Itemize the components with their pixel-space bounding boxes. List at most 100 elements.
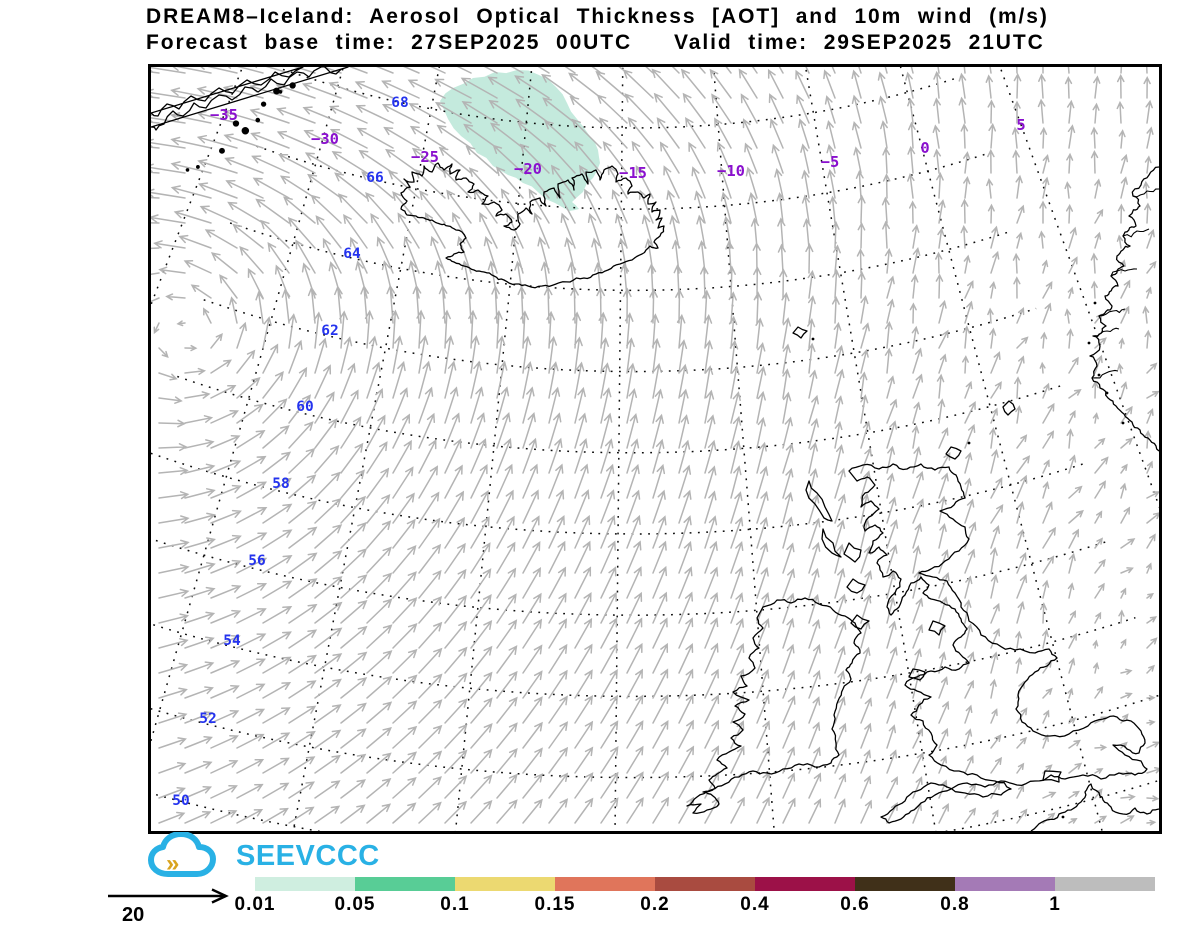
latitude-label: 68 bbox=[391, 95, 408, 111]
parallel-line bbox=[151, 538, 1111, 616]
colorbar-segment bbox=[655, 877, 755, 891]
colorbar-segment bbox=[955, 877, 1055, 891]
coastline bbox=[1122, 228, 1150, 238]
wind-arrow-field bbox=[151, 67, 1159, 826]
latitude-label: 64 bbox=[343, 246, 361, 262]
islet bbox=[273, 87, 281, 95]
coastline bbox=[821, 528, 842, 558]
latitude-label: 60 bbox=[296, 399, 313, 415]
longitude-label: −15 bbox=[619, 164, 647, 182]
coastline bbox=[843, 542, 862, 563]
longitude-label: −20 bbox=[514, 160, 542, 178]
wind-reference-value: 20 bbox=[122, 904, 145, 926]
longitude-label: 5 bbox=[1016, 116, 1025, 134]
colorbar-tick-label: 0.1 bbox=[440, 894, 470, 915]
colorbar-tick-label: 0.4 bbox=[740, 894, 770, 915]
meridian-line bbox=[899, 67, 1103, 831]
colorbar-segment bbox=[355, 877, 455, 891]
longitude-label: −35 bbox=[210, 106, 238, 124]
cloud-icon: » bbox=[148, 832, 216, 877]
latitude-label: 50 bbox=[172, 793, 189, 809]
longitude-label: −25 bbox=[411, 148, 439, 166]
meridian-line bbox=[999, 67, 1159, 509]
logo-text: SEEVCCC bbox=[236, 839, 380, 872]
islet bbox=[289, 82, 296, 89]
colorbar-segment bbox=[555, 877, 655, 891]
coastline bbox=[1091, 369, 1119, 379]
islet bbox=[241, 127, 250, 135]
coastline-layer bbox=[151, 67, 1159, 831]
coastline bbox=[1089, 166, 1159, 452]
colorbar-segment bbox=[855, 877, 955, 891]
islet bbox=[1097, 373, 1101, 377]
islet bbox=[196, 165, 200, 169]
islet bbox=[1121, 421, 1125, 425]
graticule-layer bbox=[151, 67, 1159, 831]
coastline bbox=[928, 620, 946, 636]
colorbar-tick-label: 0.2 bbox=[640, 894, 670, 915]
seevccc-logo: » SEEVCCC bbox=[146, 832, 380, 880]
islet bbox=[1061, 815, 1065, 819]
latitude-label: 66 bbox=[366, 170, 383, 186]
parallel-line bbox=[151, 694, 1159, 779]
wind-reference-arrow-icon bbox=[108, 888, 229, 904]
latitude-label: 54 bbox=[223, 633, 241, 649]
latitude-label: 56 bbox=[248, 553, 265, 569]
latitude-label: 52 bbox=[199, 711, 216, 727]
islet bbox=[185, 168, 190, 172]
parallel-line bbox=[151, 616, 1136, 698]
coastline bbox=[792, 326, 808, 339]
coastline bbox=[805, 480, 833, 522]
coastline bbox=[1132, 188, 1159, 198]
forecast-base-time: Forecast base time: 27SEP2025 00UTC bbox=[146, 31, 633, 54]
coastline bbox=[1002, 400, 1016, 416]
weather-map-svg: −35 −30 −25 −20 −15 −10 −5 0 5 68 66 64 62 60 58 56 54 52… bbox=[151, 67, 1159, 831]
chart-subtitle: Forecast base time: 27SEP2025 00UTC Valid… bbox=[146, 30, 1191, 56]
coordinate-labels-layer: −35 −30 −25 −20 −15 −10 −5 0 5 68 66 64 62 60 58 56 54 52… bbox=[172, 95, 1025, 809]
aot-contour-region bbox=[440, 70, 600, 211]
coastline bbox=[400, 162, 665, 289]
wind-arrows-layer bbox=[151, 67, 1159, 826]
coastline bbox=[850, 614, 870, 630]
longitude-label: −5 bbox=[821, 153, 840, 171]
wind-reference-arrow: 20 bbox=[100, 882, 260, 928]
coastline bbox=[1030, 783, 1159, 831]
coastline bbox=[846, 578, 866, 594]
aot-colorbar bbox=[255, 877, 1155, 891]
parallel-line bbox=[203, 299, 1037, 373]
meridian-line bbox=[292, 67, 441, 831]
coastline bbox=[1110, 268, 1138, 277]
longitude-label: 0 bbox=[920, 139, 929, 157]
parallel-line bbox=[151, 452, 1086, 535]
aot-layer bbox=[440, 70, 600, 211]
coastline bbox=[1092, 327, 1120, 337]
islet bbox=[232, 120, 240, 127]
islet bbox=[1087, 341, 1091, 345]
colorbar-tick-label: 0.15 bbox=[534, 894, 576, 915]
longitude-label: −10 bbox=[717, 162, 745, 180]
longitude-label: −30 bbox=[311, 130, 339, 148]
coastline bbox=[1042, 770, 1062, 783]
colorbar-tick-label: 1 bbox=[1049, 894, 1061, 915]
islet bbox=[811, 337, 815, 341]
islet bbox=[255, 117, 261, 123]
meridian-line bbox=[454, 67, 533, 831]
colorbar-segment bbox=[455, 877, 555, 891]
islet bbox=[260, 101, 267, 107]
islet bbox=[1105, 391, 1109, 395]
colorbar-tick-label: 0.01 bbox=[234, 894, 276, 915]
coastline bbox=[1098, 308, 1126, 317]
islet bbox=[1093, 301, 1097, 305]
islet bbox=[967, 441, 971, 445]
parallel-line bbox=[177, 375, 1062, 454]
title-block: DREAM8–Iceland: Aerosol Optical Thicknes… bbox=[146, 4, 1191, 56]
coastline bbox=[945, 446, 962, 460]
islet bbox=[219, 147, 225, 154]
coastline bbox=[151, 67, 349, 131]
coastline bbox=[848, 463, 1148, 824]
valid-time: Valid time: 29SEP2025 21UTC bbox=[674, 31, 1045, 54]
coastline bbox=[908, 668, 926, 681]
colorbar-tick-label: 0.05 bbox=[334, 894, 376, 915]
latitude-label: 58 bbox=[272, 476, 289, 492]
